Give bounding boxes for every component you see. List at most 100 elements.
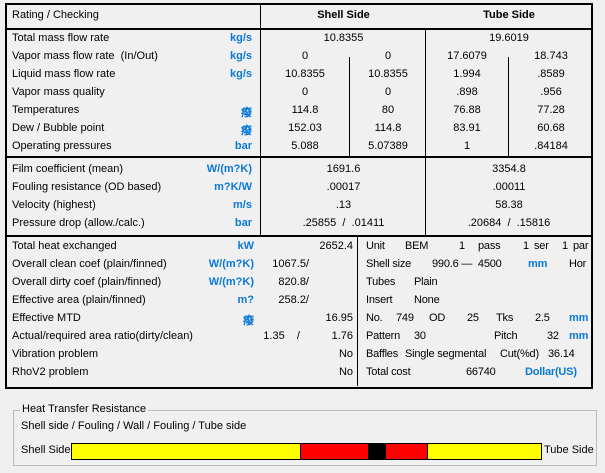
unit-label: kg/s bbox=[229, 68, 252, 80]
section-divider bbox=[5, 235, 593, 237]
resistance-segment-tube-side bbox=[427, 444, 541, 459]
shell-out: 0 bbox=[384, 86, 392, 98]
tube-out: 60.68 bbox=[537, 122, 565, 134]
heat-transfer-resistance-group bbox=[13, 410, 597, 466]
column-divider bbox=[425, 30, 426, 236]
ser: 1 bbox=[523, 240, 529, 252]
resistance-segment-wall bbox=[368, 444, 386, 459]
shell-in: 114.8 bbox=[291, 104, 319, 116]
value-2: 2652.4 bbox=[319, 240, 353, 252]
unit-label: 癈 bbox=[243, 315, 254, 327]
par: 1 bbox=[562, 240, 568, 252]
shell-in: 5.088 bbox=[291, 140, 319, 152]
shell-size: 990.6 — 4500 bbox=[432, 258, 502, 270]
row-label: Total heat exchanged bbox=[12, 240, 117, 252]
no-label: No. bbox=[366, 312, 383, 324]
unit-label: kg/s bbox=[229, 32, 252, 44]
unit-label: W/(m?K) bbox=[208, 276, 254, 288]
no: 749 bbox=[396, 312, 414, 324]
row-label: Film coefficient (mean) bbox=[12, 163, 124, 175]
shell-out: 10.8355 bbox=[368, 68, 408, 80]
unit-label: Unit bbox=[366, 240, 385, 252]
shell-subdivider bbox=[349, 57, 350, 156]
pitch: 32 bbox=[547, 330, 559, 342]
tube-out: .956 bbox=[540, 86, 562, 98]
row-label: Operating pressures bbox=[12, 140, 112, 152]
value-2: No bbox=[338, 348, 353, 360]
row-label: Fouling resistance (OD based) bbox=[12, 181, 162, 193]
pass-label: pass bbox=[478, 240, 501, 252]
cost-unit: Dollar(US) bbox=[525, 366, 577, 378]
shell-value: .00017 bbox=[326, 181, 361, 193]
tks: 2.5 bbox=[535, 312, 550, 324]
unit-label: W/(m?K) bbox=[206, 163, 252, 175]
cut: 36.14 bbox=[548, 348, 575, 360]
unit-label: bar bbox=[234, 140, 252, 152]
shell-out: 80 bbox=[381, 104, 395, 116]
tube-side-header: Tube Side bbox=[483, 9, 535, 21]
tube-in: 76.88 bbox=[453, 104, 481, 116]
row-label: Overall clean coef (plain/finned) bbox=[12, 258, 167, 270]
tube-in: 17.6079 bbox=[447, 50, 487, 62]
group-title: Heat Transfer Resistance bbox=[20, 403, 149, 415]
row-label: Velocity (highest) bbox=[12, 199, 96, 211]
shell-out: 114.8 bbox=[374, 122, 402, 134]
row-label: Total mass flow rate bbox=[12, 32, 110, 44]
value-1: 1.35 / bbox=[263, 330, 300, 342]
shell-size-unit: mm bbox=[528, 258, 548, 270]
rating-table bbox=[5, 3, 593, 389]
shell-value: 1691.6 bbox=[326, 163, 361, 175]
shell-out: 0 bbox=[384, 50, 392, 62]
row-label: Temperatures bbox=[12, 104, 80, 116]
cut-label: Cut(%d) bbox=[500, 348, 539, 360]
passes: 1 bbox=[459, 240, 465, 252]
resistance-segment-shell-side bbox=[72, 444, 301, 459]
shell-in: 152.03 bbox=[288, 122, 322, 134]
tube-in: .898 bbox=[456, 86, 478, 98]
unit-label: kg/s bbox=[229, 50, 252, 62]
tks-label: Tks bbox=[496, 312, 514, 324]
unit-label: 癈 bbox=[241, 107, 252, 119]
tube-in: 83.91 bbox=[453, 122, 481, 134]
row-label: RhoV2 problem bbox=[12, 366, 89, 378]
od: 25 bbox=[467, 312, 479, 324]
resistance-segment-shell-fouling bbox=[300, 444, 369, 459]
cost: 66740 bbox=[466, 366, 496, 378]
tube-in: 1 bbox=[463, 140, 471, 152]
row-label: Effective MTD bbox=[12, 312, 81, 324]
value-1: 258.2/ bbox=[278, 294, 309, 306]
shell-in: 0 bbox=[301, 50, 309, 62]
od-label: OD bbox=[429, 312, 446, 324]
tube-value: .20684 / .15816 bbox=[467, 217, 551, 229]
shell-side-header: Shell Side bbox=[317, 9, 370, 21]
row-label: Actual/required area ratio(dirty/clean) bbox=[12, 330, 193, 342]
baffles-label: Baffles bbox=[366, 348, 399, 360]
value-2: 16.95 bbox=[325, 312, 353, 324]
ser-label: ser bbox=[534, 240, 549, 252]
resistance-bar bbox=[71, 443, 542, 460]
pitch-label: Pitch bbox=[494, 330, 518, 342]
cost-label: Total cost bbox=[366, 366, 411, 378]
tube-side-label: Tube Side bbox=[544, 444, 594, 456]
tube-out: 18.743 bbox=[534, 50, 568, 62]
tube-in: 1.994 bbox=[453, 68, 481, 80]
section-divider bbox=[5, 156, 593, 158]
column-divider bbox=[260, 3, 261, 236]
value-1: 1067.5/ bbox=[272, 258, 309, 270]
row-label: Overall dirty coef (plain/finned) bbox=[12, 276, 162, 288]
unit-label: W/(m?K) bbox=[208, 258, 254, 270]
baffles: Single segmental bbox=[405, 348, 487, 360]
row-label: Dew / Bubble point bbox=[12, 122, 105, 134]
row-label: Vapor mass quality bbox=[12, 86, 105, 98]
tube-unit: mm bbox=[569, 312, 589, 324]
value-2: No bbox=[338, 366, 353, 378]
tubes: Plain bbox=[414, 276, 438, 288]
shell-value: 10.8355 bbox=[323, 32, 364, 44]
shell-in: 0 bbox=[301, 86, 309, 98]
row-label: Liquid mass flow rate bbox=[12, 68, 116, 80]
par-label: par bbox=[573, 240, 589, 252]
value-1: 820.8/ bbox=[278, 276, 309, 288]
pattern: 30 bbox=[414, 330, 426, 342]
shell-value: .13 bbox=[335, 199, 352, 211]
resistance-segment-tube-fouling bbox=[385, 444, 428, 459]
